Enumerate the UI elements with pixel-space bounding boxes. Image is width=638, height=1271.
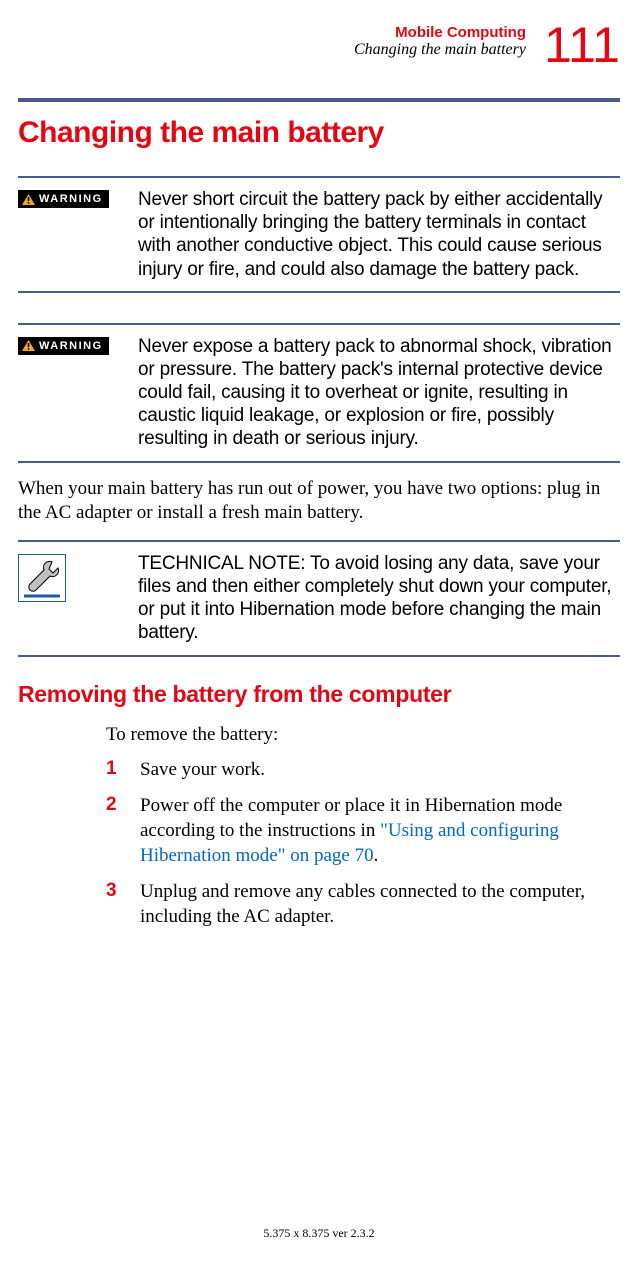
footer-text: 5.375 x 8.375 ver 2.3.2 [0,1226,638,1241]
callout-divider [18,176,620,178]
callout-inner: WARNING Never short circuit the battery … [18,182,620,291]
warning-triangle-icon [22,340,35,351]
warning-callout-2: WARNING Never expose a battery pack to a… [18,323,620,463]
heading-sub: Removing the battery from the computer [18,681,620,708]
callout-divider [18,323,620,325]
body-paragraph: When your main battery has run out of po… [18,477,620,526]
warning-label: WARNING [39,193,103,205]
step-1: 1 Save your work. [106,758,620,783]
steps-intro: To remove the battery: [106,724,620,746]
warning-callout-1: WARNING Never short circuit the battery … [18,176,620,293]
warning-triangle-icon [22,194,35,205]
warning-badge-wrap: WARNING [18,188,138,210]
page-header: Mobile Computing Changing the main batte… [18,20,620,70]
warning-badge: WARNING [18,337,109,355]
step-text: Unplug and remove any cables connected t… [140,880,620,929]
header-chapter: Mobile Computing [354,24,526,41]
warning-text: Never expose a battery pack to abnormal … [138,335,620,451]
technote-callout: TECHNICAL NOTE: To avoid losing any data… [18,540,620,657]
step-number: 2 [106,794,140,868]
callout-divider [18,461,620,463]
step-text: Power off the computer or place it in Hi… [140,794,620,868]
technote-text: TECHNICAL NOTE: To avoid losing any data… [138,552,620,645]
page-number: 111 [544,20,620,70]
callout-divider [18,540,620,542]
warning-label: WARNING [39,340,103,352]
header-text-block: Mobile Computing Changing the main batte… [354,20,526,59]
step-number: 3 [106,880,140,929]
steps-block: To remove the battery: 1 Save your work.… [106,724,620,930]
step-text: Save your work. [140,758,620,783]
step-number: 1 [106,758,140,783]
callout-divider [18,291,620,293]
step-2: 2 Power off the computer or place it in … [106,794,620,868]
callout-divider [18,655,620,657]
step-3: 3 Unplug and remove any cables connected… [106,880,620,929]
step-text-post: . [374,845,379,866]
callout-inner: WARNING Never expose a battery pack to a… [18,329,620,461]
header-section: Changing the main battery [354,41,526,59]
callout-inner: TECHNICAL NOTE: To avoid losing any data… [18,546,620,655]
warning-badge: WARNING [18,190,109,208]
warning-text: Never short circuit the battery pack by … [138,188,620,281]
heading-main: Changing the main battery [18,116,620,150]
wrench-icon [18,554,66,602]
warning-badge-wrap: WARNING [18,335,138,357]
top-divider [18,98,620,102]
technote-icon-wrap [18,552,138,607]
